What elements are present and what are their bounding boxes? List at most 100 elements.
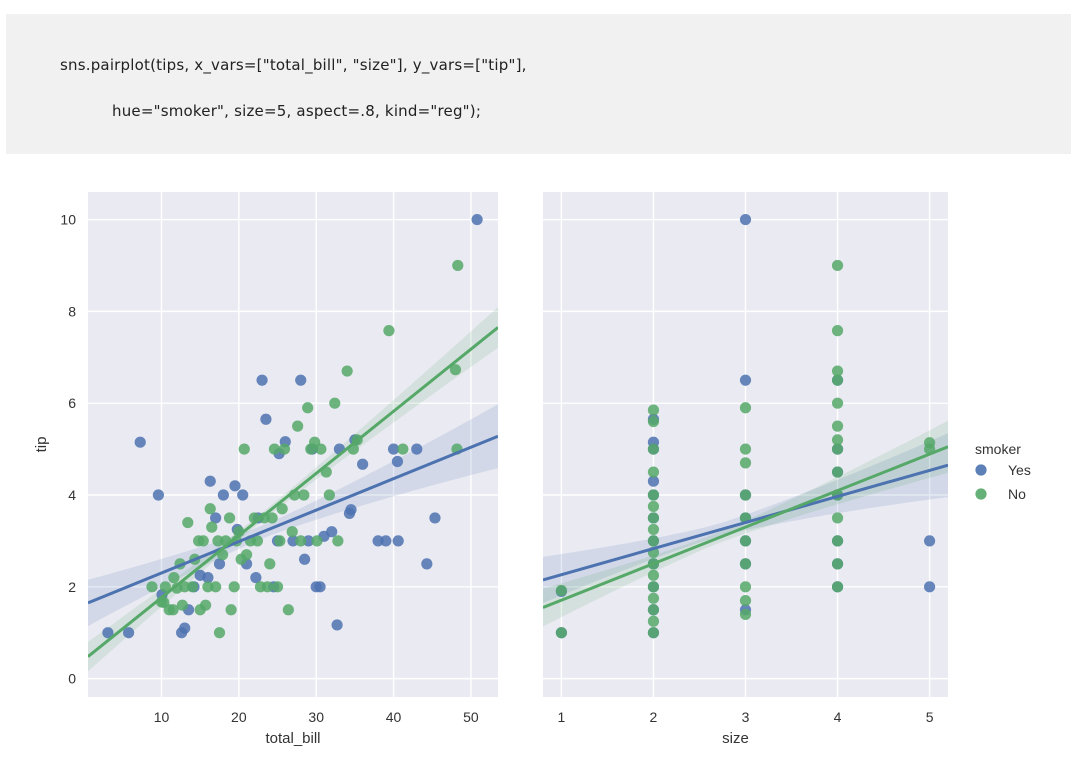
x-tick-label: 50 <box>463 709 479 725</box>
panel-content <box>88 213 498 672</box>
panel-total-bill: 10 20 30 40 50 0 2 4 6 8 10 total_bill tip <box>33 192 498 747</box>
point-yes <box>391 455 404 468</box>
point-no <box>739 443 752 455</box>
point-yes <box>217 489 229 501</box>
point-yes <box>179 622 191 634</box>
legend-title: smoker <box>975 441 1021 457</box>
point-no <box>647 466 660 478</box>
point-yes <box>411 443 423 455</box>
point-no <box>199 599 212 611</box>
point-yes <box>213 558 226 570</box>
point-yes <box>152 489 164 501</box>
point-no <box>647 581 660 593</box>
point-no <box>831 558 844 570</box>
point-yes <box>392 535 404 547</box>
point-yes <box>102 627 114 639</box>
point-no <box>182 516 194 529</box>
point-yes <box>302 535 315 547</box>
point-no <box>647 443 660 455</box>
point-no <box>329 397 341 409</box>
point-yes <box>421 558 433 570</box>
point-no <box>831 325 844 337</box>
point-no <box>295 535 307 547</box>
point-no <box>452 259 464 272</box>
point-no <box>739 489 752 501</box>
point-yes <box>380 535 392 547</box>
confidence-band-yes <box>88 404 498 626</box>
point-yes <box>256 374 268 386</box>
point-no <box>223 512 236 524</box>
point-no <box>286 526 298 538</box>
point-yes <box>295 374 307 386</box>
legend: smoker Yes No <box>975 441 1031 502</box>
point-no <box>831 512 844 524</box>
point-no <box>206 521 218 533</box>
point-no <box>240 549 253 561</box>
code-block: sns.pairplot(tips, x_vars=["total_bill",… <box>6 14 1071 154</box>
point-no <box>647 500 660 513</box>
x-tick-label: 1 <box>558 709 566 725</box>
regression-line-yes <box>88 434 498 605</box>
point-yes <box>923 581 936 593</box>
x-tick-label: 5 <box>926 709 934 725</box>
point-no <box>210 581 222 593</box>
x-axis-label: size <box>722 730 749 747</box>
legend-marker-no <box>975 488 987 500</box>
point-no <box>831 466 844 478</box>
point-no <box>647 569 660 581</box>
point-no <box>282 604 294 616</box>
point-no <box>831 434 844 446</box>
point-no <box>292 420 304 432</box>
legend-marker-yes <box>975 464 987 476</box>
point-no <box>647 535 660 547</box>
point-no <box>831 365 844 377</box>
point-no <box>831 259 844 272</box>
point-no <box>831 397 844 409</box>
point-yes <box>210 512 222 524</box>
panel-size: 1 2 3 4 5 size <box>543 192 948 747</box>
point-no <box>213 627 226 639</box>
point-no <box>302 402 314 414</box>
point-no <box>251 535 264 547</box>
point-no <box>212 535 224 547</box>
point-no <box>315 443 327 455</box>
point-yes <box>123 627 135 639</box>
point-yes <box>202 572 214 584</box>
confidence-band-no <box>88 307 498 672</box>
point-no <box>176 599 188 611</box>
point-no <box>276 503 288 515</box>
point-no <box>274 535 286 547</box>
point-no <box>647 512 660 524</box>
point-no <box>923 437 936 449</box>
x-tick-label: 30 <box>308 709 324 725</box>
point-no <box>202 581 214 593</box>
point-no <box>831 420 844 432</box>
point-yes <box>387 443 400 455</box>
point-yes <box>739 374 752 386</box>
point-no <box>167 604 179 616</box>
y-axis-label: tip <box>33 437 50 453</box>
point-yes <box>250 572 262 584</box>
point-yes <box>314 581 326 593</box>
point-no <box>383 325 395 337</box>
point-no <box>831 535 844 547</box>
point-no <box>271 581 284 593</box>
legend-label-no: No <box>1008 486 1026 502</box>
point-no <box>739 608 752 620</box>
point-no <box>647 627 660 639</box>
point-yes <box>429 512 441 524</box>
point-no <box>258 512 270 524</box>
point-yes <box>134 436 146 448</box>
point-yes <box>287 535 299 547</box>
point-no <box>266 512 278 524</box>
point-yes <box>372 535 384 547</box>
point-no <box>647 404 660 416</box>
point-no <box>831 581 844 593</box>
point-no <box>831 374 844 386</box>
point-no <box>186 581 199 593</box>
regression-line-no <box>88 326 498 658</box>
y-tick-label: 2 <box>68 579 76 595</box>
point-yes <box>345 504 357 516</box>
point-no <box>647 604 660 616</box>
y-tick-label: 0 <box>68 671 76 687</box>
